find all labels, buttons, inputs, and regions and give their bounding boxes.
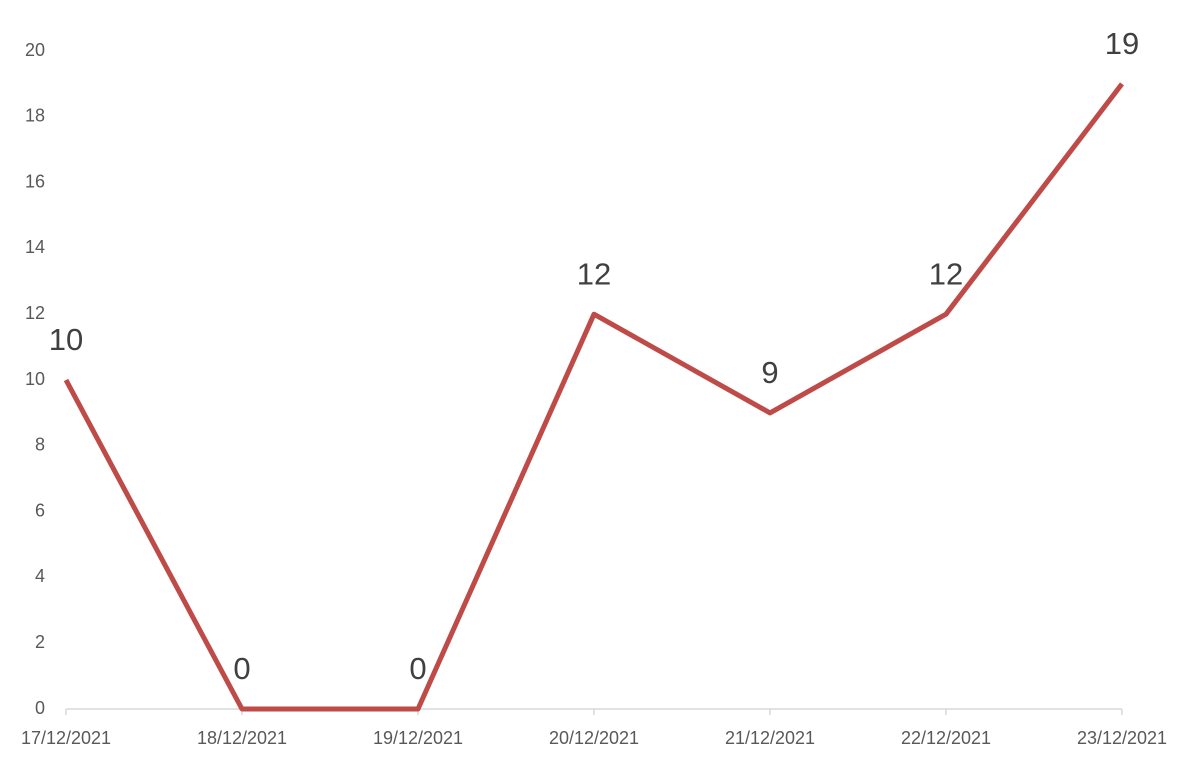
y-tick-label: 18 xyxy=(25,106,45,126)
data-label: 19 xyxy=(1105,26,1139,61)
y-tick-label: 12 xyxy=(25,303,45,323)
data-label: 12 xyxy=(929,256,963,291)
y-tick-label: 8 xyxy=(35,435,45,455)
x-tick-label: 18/12/2021 xyxy=(197,728,287,748)
line xyxy=(63,82,1124,712)
data-label: 0 xyxy=(409,651,426,686)
y-tick-label: 16 xyxy=(25,171,45,191)
x-tick-label: 20/12/2021 xyxy=(549,728,639,748)
data-label: 10 xyxy=(49,322,83,357)
x-tick-label: 23/12/2021 xyxy=(1077,728,1167,748)
data-label: 9 xyxy=(761,355,778,390)
x-tick-label: 21/12/2021 xyxy=(725,728,815,748)
y-tick-label: 14 xyxy=(25,237,45,257)
data-label: 0 xyxy=(233,651,250,686)
y-tick-label: 2 xyxy=(35,632,45,652)
x-tick-label: 22/12/2021 xyxy=(901,728,991,748)
y-tick-label: 20 xyxy=(25,40,45,60)
y-tick-label: 0 xyxy=(35,698,45,718)
y-tick-label: 4 xyxy=(35,566,45,586)
data-label: 12 xyxy=(577,256,611,291)
y-tick-label: 10 xyxy=(25,369,45,389)
y-tick-label: 6 xyxy=(35,500,45,520)
x-tick-label: 17/12/2021 xyxy=(21,728,111,748)
x-tick-label: 19/12/2021 xyxy=(373,728,463,748)
